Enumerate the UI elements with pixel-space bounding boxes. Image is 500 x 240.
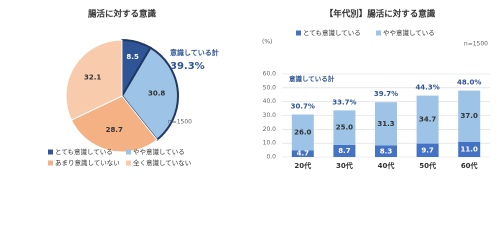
- bar-value-label: 26.0: [294, 129, 311, 137]
- y-tick-label: 50.0: [263, 84, 277, 91]
- note: n=1500: [168, 119, 192, 126]
- y-tick-label: 20.0: [263, 126, 277, 133]
- page: 腸活に対する意識 【年代別】腸活に対する意識 8.5 30.8 28.7 32.1 意識…: [48, 9, 490, 170]
- y-tick-label: 30.0: [263, 112, 277, 119]
- total-value: 33.7%: [332, 98, 356, 106]
- bar-value-label: 4.7: [297, 150, 310, 158]
- legend-swatch: [296, 30, 301, 36]
- x-tick-label: 50代: [419, 161, 436, 170]
- bar-segment: [291, 114, 314, 151]
- legend-swatch: [126, 160, 131, 166]
- total-value: 30.7%: [291, 103, 315, 111]
- y-axis-label: (%): [262, 39, 272, 46]
- bar-segment: [375, 145, 397, 157]
- legend-label: とても意識している: [303, 28, 361, 37]
- bar-value-label: 9.7: [421, 146, 434, 154]
- bar-segment: [333, 144, 356, 157]
- bar-segment: [375, 102, 397, 146]
- legend-swatch: [126, 149, 131, 155]
- legend-swatch: [376, 30, 381, 36]
- bar-value-label: 8.7: [338, 147, 351, 155]
- bar-value-label: 34.7: [419, 116, 436, 124]
- y-tick-label: 60.0: [263, 71, 277, 78]
- bar-title: 【年代別】腸活に対する意識: [325, 9, 436, 20]
- slice-label: 30.8: [148, 90, 165, 98]
- legend-label: やや意識している: [383, 28, 435, 37]
- legend-swatch: [48, 149, 53, 155]
- slice-label: 8.5: [126, 53, 139, 61]
- bar-segment: [416, 95, 439, 144]
- legend-label: やや意識している: [133, 147, 185, 156]
- total-label: 意識している計: [170, 48, 219, 57]
- bar-value-label: 25.0: [336, 124, 353, 132]
- pie-title: 腸活に対する意識: [88, 9, 157, 20]
- legend-swatch: [48, 160, 53, 166]
- total-value: 48.0%: [457, 79, 481, 87]
- x-tick-label: 60代: [461, 161, 478, 170]
- x-tick-label: 20代: [294, 161, 311, 170]
- total-label: 意識している計: [289, 74, 335, 83]
- pie-slice: [65, 39, 123, 121]
- total-value: 39.3%: [170, 61, 205, 72]
- slice-label: 32.1: [84, 73, 101, 81]
- y-tick-label: 10.0: [263, 140, 277, 147]
- y-tick-label: 0.0: [266, 154, 276, 161]
- y-tick-label: 40.0: [263, 98, 277, 105]
- bar-value-label: 31.3: [377, 120, 394, 128]
- legend-label: 全く意識していない: [133, 158, 191, 167]
- bar-segment: [458, 90, 481, 142]
- x-tick-label: 30代: [336, 161, 353, 170]
- bar-segment: [333, 110, 356, 145]
- note: n=1500: [464, 41, 488, 48]
- total-value: 44.3%: [415, 84, 439, 92]
- total-value: 39.7%: [374, 90, 398, 98]
- bar-value-label: 11.0: [461, 145, 478, 153]
- pie-slice: [120, 46, 179, 142]
- legend-label: とても意識している: [55, 147, 113, 156]
- bar-segment: [458, 141, 481, 157]
- slice-label: 28.7: [106, 126, 123, 134]
- x-tick-label: 40代: [378, 161, 395, 170]
- bar-segment: [416, 143, 439, 157]
- bar-segment: [291, 150, 314, 157]
- legend-label: あまり意識していない: [55, 158, 120, 167]
- bar-value-label: 8.3: [380, 147, 393, 155]
- bar-value-label: 37.0: [461, 112, 478, 120]
